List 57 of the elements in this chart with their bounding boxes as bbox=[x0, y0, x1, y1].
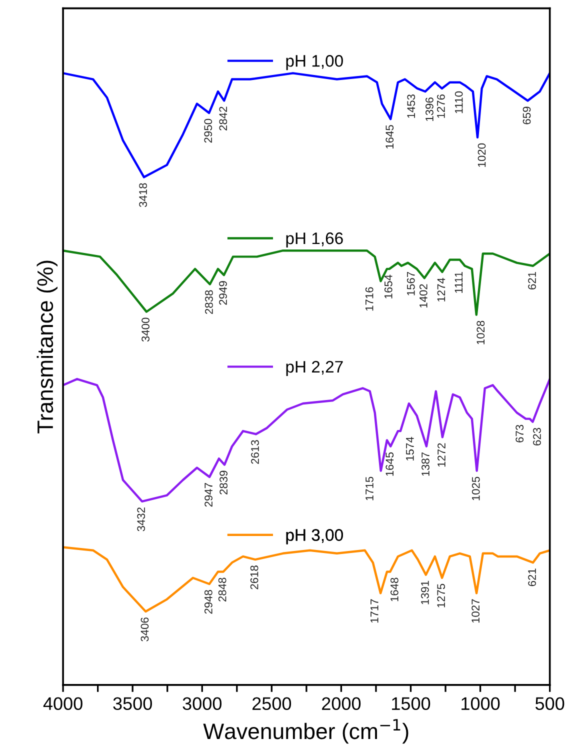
x-tick-label: 1500 bbox=[392, 697, 430, 710]
annotation: 2618 bbox=[250, 566, 258, 590]
annotation: 2950 bbox=[204, 118, 212, 143]
x-tick-label: 500 bbox=[535, 697, 564, 710]
annotation: 1716 bbox=[365, 287, 374, 311]
legend-label: pH 2,27 bbox=[286, 360, 343, 376]
annotation: 1402 bbox=[419, 284, 428, 308]
annotation: 3418 bbox=[139, 183, 147, 208]
annotation: 1645 bbox=[386, 125, 394, 148]
annotation: 1110 bbox=[454, 91, 463, 114]
annotation: 1020 bbox=[478, 143, 486, 167]
annotation: 1276 bbox=[437, 94, 445, 118]
legend-label: pH 3,00 bbox=[286, 529, 343, 544]
annotation: 1645 bbox=[386, 452, 394, 476]
x-tick-label: 2000 bbox=[322, 697, 361, 710]
annotation: 673 bbox=[516, 424, 524, 442]
annotation: 1453 bbox=[407, 94, 416, 118]
annotation: 2948 bbox=[204, 590, 212, 614]
x-tick-label: 1000 bbox=[462, 697, 500, 710]
annotation: 1391 bbox=[421, 580, 429, 604]
x-tick-label: 4000 bbox=[43, 697, 82, 710]
annotation: 1396 bbox=[426, 98, 434, 121]
annotation: 1715 bbox=[366, 476, 374, 500]
annotation: 1387 bbox=[422, 452, 430, 476]
y-axis-title: Transmitance (%) bbox=[36, 260, 58, 434]
annotation: 1275 bbox=[437, 584, 446, 608]
annotation: 1028 bbox=[476, 320, 485, 344]
annotation: 1574 bbox=[406, 436, 414, 460]
annotation: 623 bbox=[533, 428, 541, 446]
annotation: 2838 bbox=[205, 290, 213, 314]
annotation: 2839 bbox=[220, 470, 228, 494]
annotation: 1025 bbox=[472, 476, 480, 500]
annotation: 1274 bbox=[437, 278, 446, 302]
annotation: 1717 bbox=[370, 599, 378, 623]
annotation: 1654 bbox=[384, 274, 392, 298]
annotation: 1648 bbox=[390, 578, 398, 602]
annotation: 2848 bbox=[218, 578, 226, 602]
annotation: 2947 bbox=[204, 483, 212, 507]
annotation: 2613 bbox=[251, 440, 259, 464]
annotation: 1567 bbox=[406, 272, 415, 296]
annotation: 2949 bbox=[219, 281, 227, 305]
annotation: 2842 bbox=[219, 106, 228, 130]
annotation: 621 bbox=[528, 272, 536, 290]
annotation: 621 bbox=[528, 568, 536, 586]
legend-label: pH 1,00 bbox=[286, 55, 343, 70]
legend-label: pH 1,66 bbox=[286, 232, 343, 248]
x-axis-title: Wavenumber (cm$^{−1}$) bbox=[203, 719, 408, 744]
annotation: 3400 bbox=[142, 318, 150, 342]
annotation: 3406 bbox=[140, 618, 149, 642]
x-tick-label: 2500 bbox=[252, 697, 292, 710]
annotation: 659 bbox=[522, 106, 531, 124]
x-tick-label: 3500 bbox=[113, 697, 152, 710]
annotation: 1111 bbox=[454, 272, 463, 293]
annotation: 3432 bbox=[137, 508, 146, 532]
x-tick-label: 3000 bbox=[182, 697, 222, 710]
annotation: 1027 bbox=[472, 599, 480, 623]
annotation: 1272 bbox=[438, 443, 446, 467]
